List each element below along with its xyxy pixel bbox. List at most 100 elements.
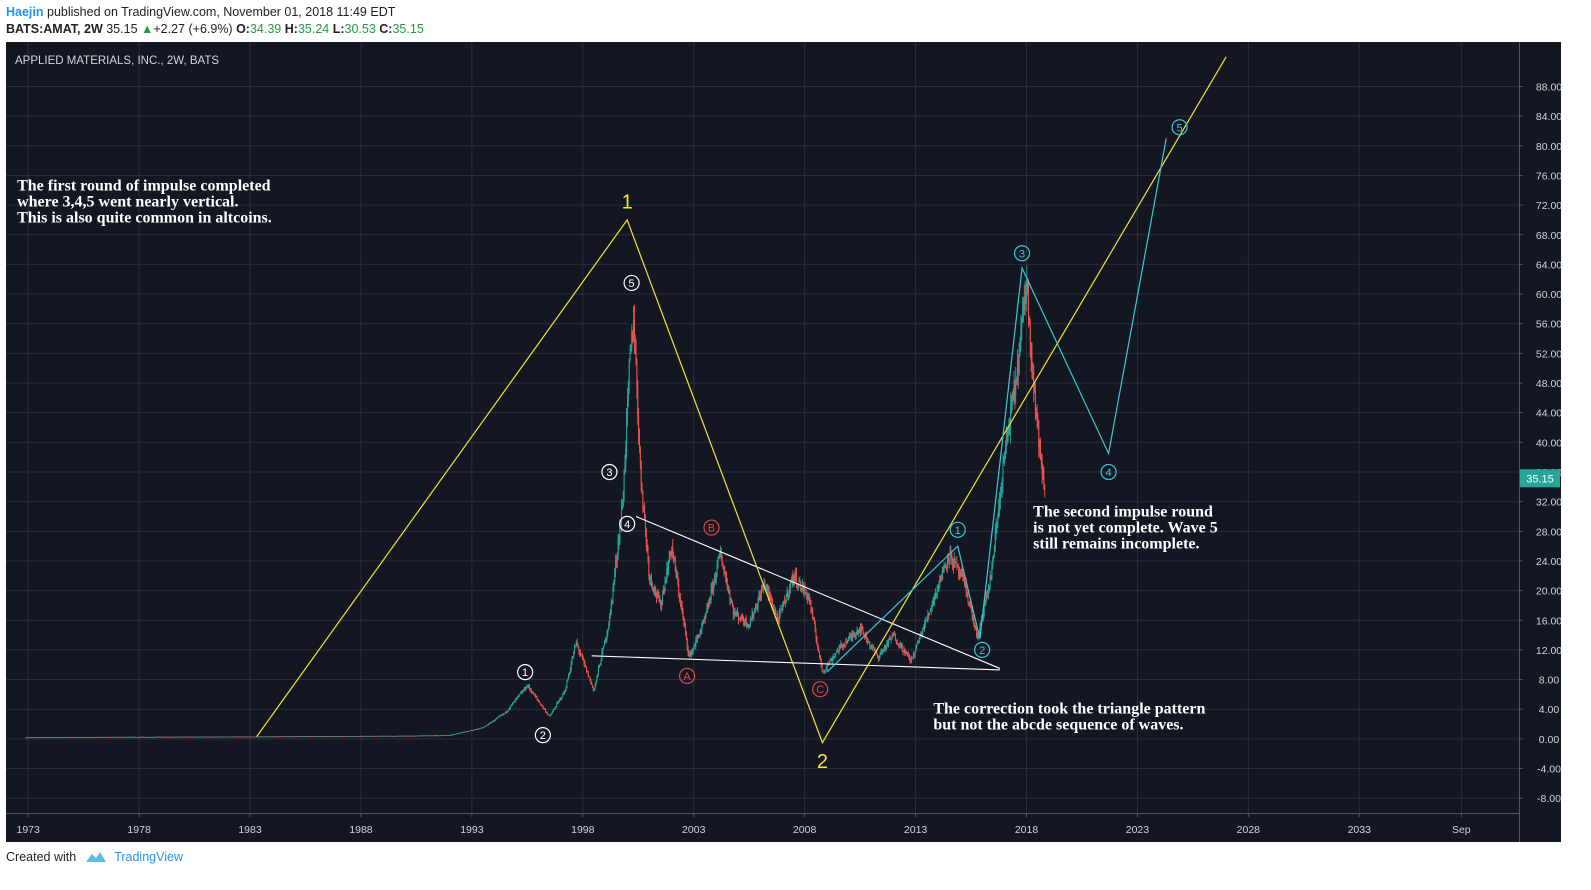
candle-body — [673, 557, 675, 560]
candle-body — [659, 599, 661, 602]
candle-body — [475, 729, 477, 730]
candle-body — [336, 736, 338, 738]
candle-body — [992, 561, 994, 568]
wave-label-text: 2 — [540, 730, 546, 742]
candle-body — [904, 648, 906, 655]
candle-body — [723, 568, 725, 570]
candle-body — [530, 689, 532, 693]
candle-body — [882, 649, 884, 651]
candle-body — [580, 654, 582, 656]
candle-body — [566, 681, 568, 688]
candle-body — [253, 736, 255, 738]
time-axis[interactable]: 1973 1978 1983 1988 1993 1998 2003 2008 2013 2018… — [6, 813, 1519, 836]
chart-container[interactable]: 1 2 3 4 5 A B C 1 2 3 4 5 1 2 The first round of impul… — [6, 42, 1561, 842]
candle-body — [157, 736, 159, 738]
author-link[interactable]: Haejin — [6, 5, 44, 19]
candle-body — [534, 694, 536, 696]
candle-body — [143, 736, 145, 738]
candle-body — [556, 703, 558, 708]
candle-body — [260, 736, 262, 738]
candle-body — [217, 736, 219, 738]
candle-body — [975, 627, 977, 636]
candle-body — [487, 724, 489, 726]
candle-body — [645, 528, 647, 544]
candle-body — [458, 733, 460, 734]
candle-body — [576, 641, 578, 645]
candle-body — [444, 735, 446, 736]
candle-body — [194, 736, 196, 738]
candle-body — [1019, 341, 1021, 351]
candle-body — [518, 694, 520, 696]
candle-body — [865, 633, 867, 641]
candle-body — [105, 736, 107, 738]
candle-body — [439, 735, 441, 737]
candle-body — [86, 737, 88, 739]
candle-body — [115, 736, 117, 738]
high-label: H: — [284, 22, 298, 36]
candle-body — [651, 582, 653, 588]
candle-body — [574, 645, 576, 647]
candle-body — [532, 692, 534, 693]
candle-body — [471, 730, 473, 731]
candle-body — [133, 736, 135, 738]
candle-body — [337, 736, 339, 738]
candle-body — [724, 569, 726, 573]
candle-body — [359, 735, 361, 737]
candle-body — [754, 608, 756, 614]
candle-body — [757, 600, 759, 607]
candle-body — [1041, 461, 1043, 476]
candle-body — [82, 737, 84, 738]
candle-body — [667, 568, 669, 573]
candle-body — [750, 620, 752, 621]
candle-body — [766, 585, 768, 587]
candle-body — [593, 689, 595, 691]
candle-body — [834, 655, 836, 657]
candle-body — [1017, 360, 1019, 374]
tradingview-link[interactable]: TradingView — [114, 850, 183, 864]
y-tick-label: 4.00 — [1539, 704, 1560, 716]
candle-body — [831, 658, 833, 662]
candle-body — [884, 646, 886, 650]
y-tick-label: 0.00 — [1539, 734, 1560, 746]
candle-body — [355, 735, 357, 737]
candle-body — [631, 331, 633, 349]
candle-body — [359, 736, 361, 737]
candle-body — [188, 736, 190, 738]
price-chart[interactable]: 1 2 3 4 5 A B C 1 2 3 4 5 1 2 The first round of impul… — [6, 42, 1561, 842]
candle-body — [111, 736, 113, 738]
price-axis[interactable]: 88.00 84.00 80.00 76.00 72.00 68.00 64.00 60.00… — [1519, 42, 1561, 842]
candle-body — [366, 735, 368, 737]
candle-body — [696, 635, 698, 639]
candle-body — [263, 736, 265, 738]
candle-body — [323, 736, 325, 738]
y-tick-label: 64.00 — [1536, 259, 1561, 271]
candle-body — [330, 736, 332, 737]
candle-body — [141, 736, 143, 738]
candle-body — [728, 588, 730, 593]
candle-body — [121, 736, 123, 738]
candle-body — [255, 736, 257, 738]
candle-body — [978, 630, 980, 635]
candle-body — [273, 736, 275, 738]
candle-body — [167, 736, 169, 738]
candle-body — [113, 736, 115, 738]
candle-body — [789, 582, 791, 589]
candle-body — [772, 600, 774, 609]
candle-body — [810, 602, 812, 611]
candle-body — [865, 633, 867, 639]
candle-body — [128, 736, 130, 738]
candle-body — [220, 736, 222, 738]
x-tick-label: 1978 — [127, 824, 151, 836]
candle-body — [347, 736, 349, 737]
candle-body — [324, 736, 326, 737]
candle-body — [780, 608, 782, 611]
candle-body — [326, 736, 328, 738]
candle-body — [852, 634, 854, 638]
candle-body — [304, 736, 306, 738]
candle-body — [223, 736, 225, 738]
candle-body — [868, 641, 870, 642]
candle-body — [646, 543, 648, 549]
candle-body — [729, 592, 731, 601]
candle-body — [743, 621, 745, 624]
candle-body — [388, 735, 390, 737]
